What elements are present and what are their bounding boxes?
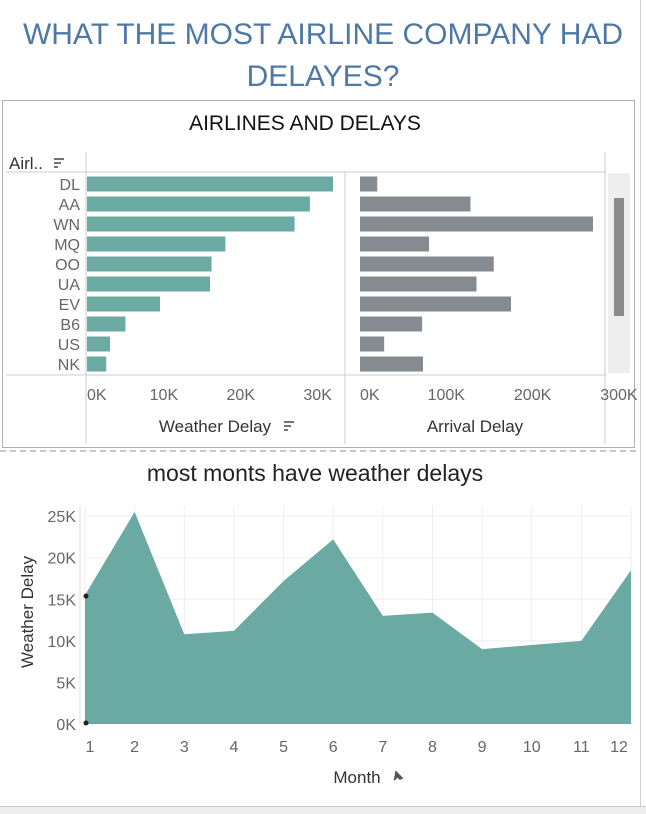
arrival-bar-NK[interactable] bbox=[360, 357, 423, 372]
area-x-tick-label: 8 bbox=[428, 739, 437, 756]
weather-tick-label: 10K bbox=[150, 387, 179, 404]
area-y-tick-label: 15K bbox=[48, 592, 77, 609]
arrival-bar-US[interactable] bbox=[360, 337, 384, 352]
weather-bar-DL[interactable] bbox=[87, 177, 333, 192]
pin-icon[interactable] bbox=[394, 772, 402, 780]
area-baseline-marker bbox=[84, 721, 89, 726]
arrival-tick-label: 200K bbox=[514, 387, 552, 404]
weather-bar-UA[interactable] bbox=[87, 277, 210, 292]
weather-tick-label: 0K bbox=[87, 387, 107, 404]
arrival-tick-label: 300K bbox=[600, 387, 638, 404]
weather-bar-OO[interactable] bbox=[87, 257, 212, 272]
airline-label-AA: AA bbox=[59, 197, 81, 214]
airline-label-DL: DL bbox=[60, 177, 81, 194]
area-y-axis-title: Weather Delay bbox=[18, 555, 37, 668]
area-y-tick-label: 20K bbox=[48, 551, 77, 568]
row-header-sort-icon[interactable] bbox=[54, 159, 64, 167]
weather-tick-label: 20K bbox=[227, 387, 256, 404]
area-x-tick-label: 3 bbox=[180, 739, 189, 756]
weather-bar-NK[interactable] bbox=[87, 357, 106, 372]
weather-tick-label: 30K bbox=[303, 387, 332, 404]
weather-bar-B6[interactable] bbox=[87, 317, 125, 332]
area-x-axis-title: Month bbox=[333, 768, 380, 787]
arrival-tick-label: 100K bbox=[428, 387, 466, 404]
weather-bar-MQ[interactable] bbox=[87, 237, 225, 252]
area-y-tick-label: 10K bbox=[48, 634, 77, 651]
weather-bar-EV[interactable] bbox=[87, 297, 160, 312]
airline-label-OO: OO bbox=[55, 257, 80, 274]
arrival-bar-UA[interactable] bbox=[360, 277, 477, 292]
area-y-tick-label: 25K bbox=[48, 509, 77, 526]
weather-delay-area[interactable] bbox=[85, 512, 631, 724]
arrival-bar-MQ[interactable] bbox=[360, 237, 429, 252]
weather-axis-sort-icon[interactable] bbox=[284, 422, 294, 430]
airline-label-UA: UA bbox=[58, 277, 81, 294]
weather-bar-AA[interactable] bbox=[87, 197, 310, 212]
weather-bar-WN[interactable] bbox=[87, 217, 295, 232]
airline-label-NK: NK bbox=[58, 357, 81, 374]
area-y-tick-label: 0K bbox=[56, 717, 76, 734]
weather-axis-title: Weather Delay bbox=[159, 417, 272, 436]
area-x-tick-label: 6 bbox=[329, 739, 338, 756]
arrival-bar-B6[interactable] bbox=[360, 317, 422, 332]
airline-label-US: US bbox=[58, 337, 80, 354]
arrival-axis-title: Arrival Delay bbox=[427, 417, 524, 436]
arrival-bar-DL[interactable] bbox=[360, 177, 377, 192]
area-x-tick-label: 11 bbox=[573, 739, 590, 756]
airline-label-MQ: MQ bbox=[54, 237, 80, 254]
arrival-tick-label: 0K bbox=[360, 387, 380, 404]
area-x-tick-label: 5 bbox=[279, 739, 288, 756]
area-x-tick-label: 10 bbox=[523, 739, 541, 756]
area-x-tick-label: 7 bbox=[378, 739, 387, 756]
area-x-tick-label: 4 bbox=[229, 739, 238, 756]
airline-label-WN: WN bbox=[53, 217, 80, 234]
area-x-tick-label: 12 bbox=[610, 739, 628, 756]
row-header-label: Airl.. bbox=[9, 154, 43, 173]
area-start-marker bbox=[84, 594, 89, 599]
area-x-tick-label: 2 bbox=[130, 739, 139, 756]
arrival-bar-OO[interactable] bbox=[360, 257, 494, 272]
airline-label-EV: EV bbox=[59, 297, 81, 314]
weather-bar-US[interactable] bbox=[87, 337, 110, 352]
airline-label-B6: B6 bbox=[60, 317, 80, 334]
scrollbar-thumb[interactable] bbox=[614, 198, 624, 316]
arrival-bar-EV[interactable] bbox=[360, 297, 511, 312]
arrival-bar-WN[interactable] bbox=[360, 217, 593, 232]
arrival-bar-AA[interactable] bbox=[360, 197, 470, 212]
area-x-tick-label: 9 bbox=[478, 739, 487, 756]
area-x-tick-label: 1 bbox=[86, 739, 95, 756]
area-y-tick-label: 5K bbox=[56, 675, 76, 692]
